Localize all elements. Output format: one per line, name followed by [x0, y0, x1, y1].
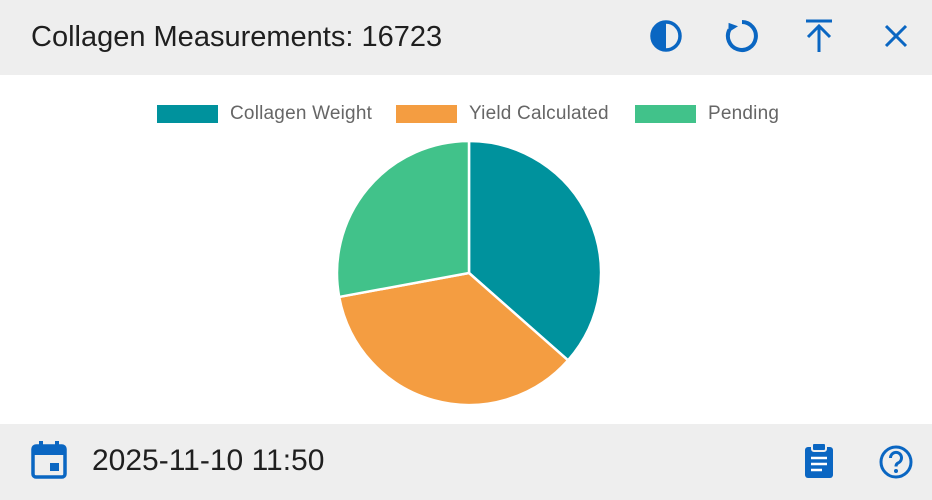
panel-header: Collagen Measurements: 16723	[0, 0, 932, 75]
pie-slice-collagen-weight[interactable]	[467, 139, 603, 363]
panel-title: Collagen Measurements: 16723	[31, 21, 443, 53]
contrast-button[interactable]	[646, 16, 686, 56]
legend-item-yield-calculated[interactable]: Yield Calculated	[396, 101, 609, 127]
legend-item-pending[interactable]: Pending	[635, 101, 779, 127]
refresh-button[interactable]	[722, 16, 762, 56]
calendar-button[interactable]	[29, 440, 69, 480]
legend-swatch	[635, 105, 696, 123]
contrast-icon	[650, 20, 682, 52]
close-icon	[884, 24, 908, 48]
legend-label: Collagen Weight	[230, 103, 373, 124]
upload-button[interactable]	[799, 16, 839, 56]
close-button[interactable]	[876, 16, 916, 56]
pie-slice-pending[interactable]	[335, 139, 471, 299]
refresh-icon	[725, 20, 758, 52]
legend-swatch	[396, 105, 457, 123]
pie-slice-yield-calculated[interactable]	[337, 271, 570, 407]
clipboard-button[interactable]	[799, 441, 839, 481]
pie-chart-area: Collagen Weight Yield Calculated Pending	[0, 75, 932, 424]
clipboard-icon	[805, 442, 833, 478]
help-button[interactable]	[876, 442, 916, 482]
calendar-icon	[31, 441, 67, 479]
help-icon	[879, 445, 913, 479]
legend-label: Pending	[708, 103, 780, 124]
legend-swatch	[157, 105, 218, 123]
chart-legend: Collagen Weight Yield Calculated Pending	[0, 101, 932, 127]
pie-chart	[335, 139, 603, 407]
panel-footer: 2025-11-10 11:50	[0, 424, 932, 500]
legend-label: Yield Calculated	[469, 103, 609, 124]
upload-icon	[806, 19, 832, 52]
footer-datetime: 2025-11-10 11:50	[92, 444, 325, 477]
legend-item-collagen-weight[interactable]: Collagen Weight	[157, 101, 372, 127]
